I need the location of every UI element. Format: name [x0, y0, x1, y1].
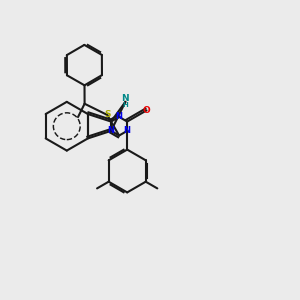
Text: N: N — [122, 94, 129, 103]
Text: H: H — [122, 102, 128, 108]
Text: N: N — [108, 126, 115, 135]
Text: N: N — [124, 126, 131, 135]
Text: S: S — [104, 110, 110, 119]
Text: O: O — [142, 106, 150, 115]
Text: N: N — [116, 112, 123, 122]
